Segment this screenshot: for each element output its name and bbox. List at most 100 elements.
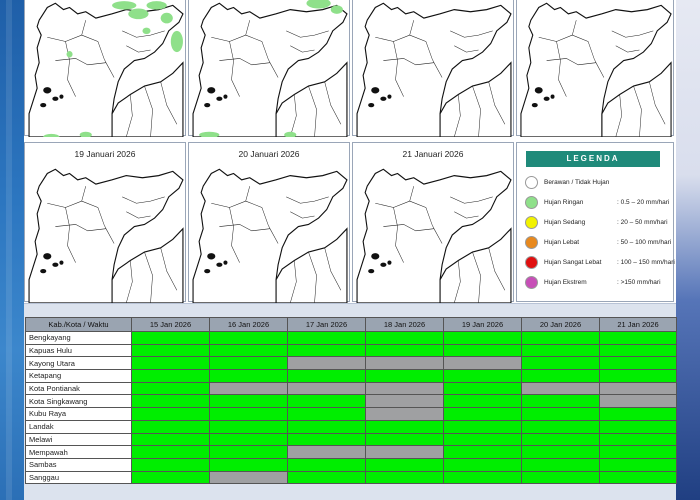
cell-cloudy [365, 445, 444, 459]
island [207, 87, 216, 94]
cell-rain [443, 432, 522, 447]
cell-rain [521, 445, 600, 459]
island [216, 96, 223, 101]
cell-rain [521, 343, 600, 358]
map-date-title: 20 Januari 2026 [238, 149, 300, 159]
header-date: 21 Jan 2026 [599, 317, 677, 332]
district-border [572, 20, 577, 36]
district-border [245, 20, 250, 36]
island [204, 103, 211, 108]
cell-cloudy [365, 381, 444, 396]
legend-range: : 0.5 – 20 mm/hari [617, 199, 670, 206]
island [43, 87, 52, 94]
cell-rain [209, 457, 288, 472]
district-border [126, 260, 133, 303]
region-map [356, 2, 512, 137]
district-border [219, 58, 271, 66]
header-date: 19 Jan 2026 [443, 317, 522, 332]
district-border [556, 41, 567, 97]
district-border [229, 41, 240, 97]
island [223, 94, 228, 99]
cell-rain [131, 432, 210, 447]
cell-rain [443, 343, 522, 358]
region-name: Sanggau [25, 470, 132, 485]
cell-rain [131, 356, 210, 371]
district-border [286, 196, 329, 204]
cell-rain [443, 369, 522, 383]
island [543, 96, 550, 101]
cell-rain [443, 457, 522, 472]
left-background-stripe [6, 0, 12, 500]
region-name: Kubu Raya [25, 407, 132, 421]
island [371, 253, 380, 260]
district-border [126, 45, 151, 53]
island [534, 87, 543, 94]
table-row: Ketapang [25, 369, 677, 383]
cell-rain [521, 470, 600, 485]
district-border [488, 81, 506, 125]
legend-range: : 100 – 150 mm/hari [617, 259, 675, 266]
cell-rain [287, 394, 366, 409]
legend-title: LEGENDA [526, 151, 660, 167]
region-name: Ketapang [25, 369, 132, 383]
cell-rain [131, 331, 210, 345]
cell-rain [131, 470, 210, 485]
district-border [450, 30, 493, 38]
province-outline [192, 2, 348, 137]
forecast-map-4 [516, 0, 674, 137]
forecast-map-1 [24, 0, 186, 137]
legend-box: LEGENDA Berawan / Tidak Hujan Hujan Ringa… [516, 142, 675, 302]
region-name: Landak [25, 419, 132, 434]
district-border [47, 34, 98, 42]
island [40, 269, 47, 274]
legend-range: : 20 – 50 mm/hari [617, 219, 668, 226]
table-body: Bengkayang Kapuas Hulu Kayong Utara Ketapan… [25, 331, 677, 485]
table-row: Kubu Raya [25, 407, 677, 421]
district-border [649, 81, 666, 125]
header-date: 16 Jan 2026 [209, 317, 288, 332]
district-border [211, 200, 262, 208]
cell-rain [287, 470, 366, 485]
cell-rain [287, 432, 366, 447]
district-border [122, 196, 165, 204]
district-border [290, 94, 297, 137]
district-border [587, 41, 605, 78]
region-name: Kapuas Hulu [25, 343, 132, 358]
table-header-row: Kab./Kota / Waktu 15 Jan 2026 16 Jan 2026 1… [25, 317, 677, 332]
table-row: Melawi [25, 432, 677, 447]
region-map [192, 168, 348, 303]
cell-rain [599, 369, 677, 383]
province-outline [192, 168, 348, 303]
rain-area [128, 8, 149, 20]
island [52, 96, 59, 101]
district-border [308, 251, 317, 303]
cell-rain [131, 343, 210, 358]
district-border [126, 94, 133, 137]
district-border [81, 20, 86, 36]
legend-swatch [525, 276, 538, 289]
table-row: Bengkayang [25, 331, 677, 345]
cell-rain [521, 394, 600, 409]
map-date-title: 19 Januari 2026 [74, 149, 136, 159]
cell-rain [521, 432, 600, 447]
rain-area [199, 131, 220, 137]
island [59, 260, 64, 265]
table-row: Sanggau [25, 470, 677, 485]
island [52, 262, 59, 267]
cell-rain [365, 331, 444, 345]
district-border [454, 94, 461, 137]
legend-label: Hujan Sangat Lebat [544, 259, 602, 266]
district-border [47, 200, 98, 208]
forecast-map-2 [188, 0, 350, 137]
district-border [409, 186, 414, 202]
district-border [488, 247, 506, 291]
district-border [454, 211, 479, 219]
district-border [375, 34, 426, 42]
legend-swatch [525, 176, 538, 189]
cell-rain [209, 331, 288, 345]
cell-rain [365, 457, 444, 472]
island [223, 260, 228, 265]
district-border [450, 196, 493, 204]
province-outline [28, 168, 184, 303]
island [387, 94, 392, 99]
